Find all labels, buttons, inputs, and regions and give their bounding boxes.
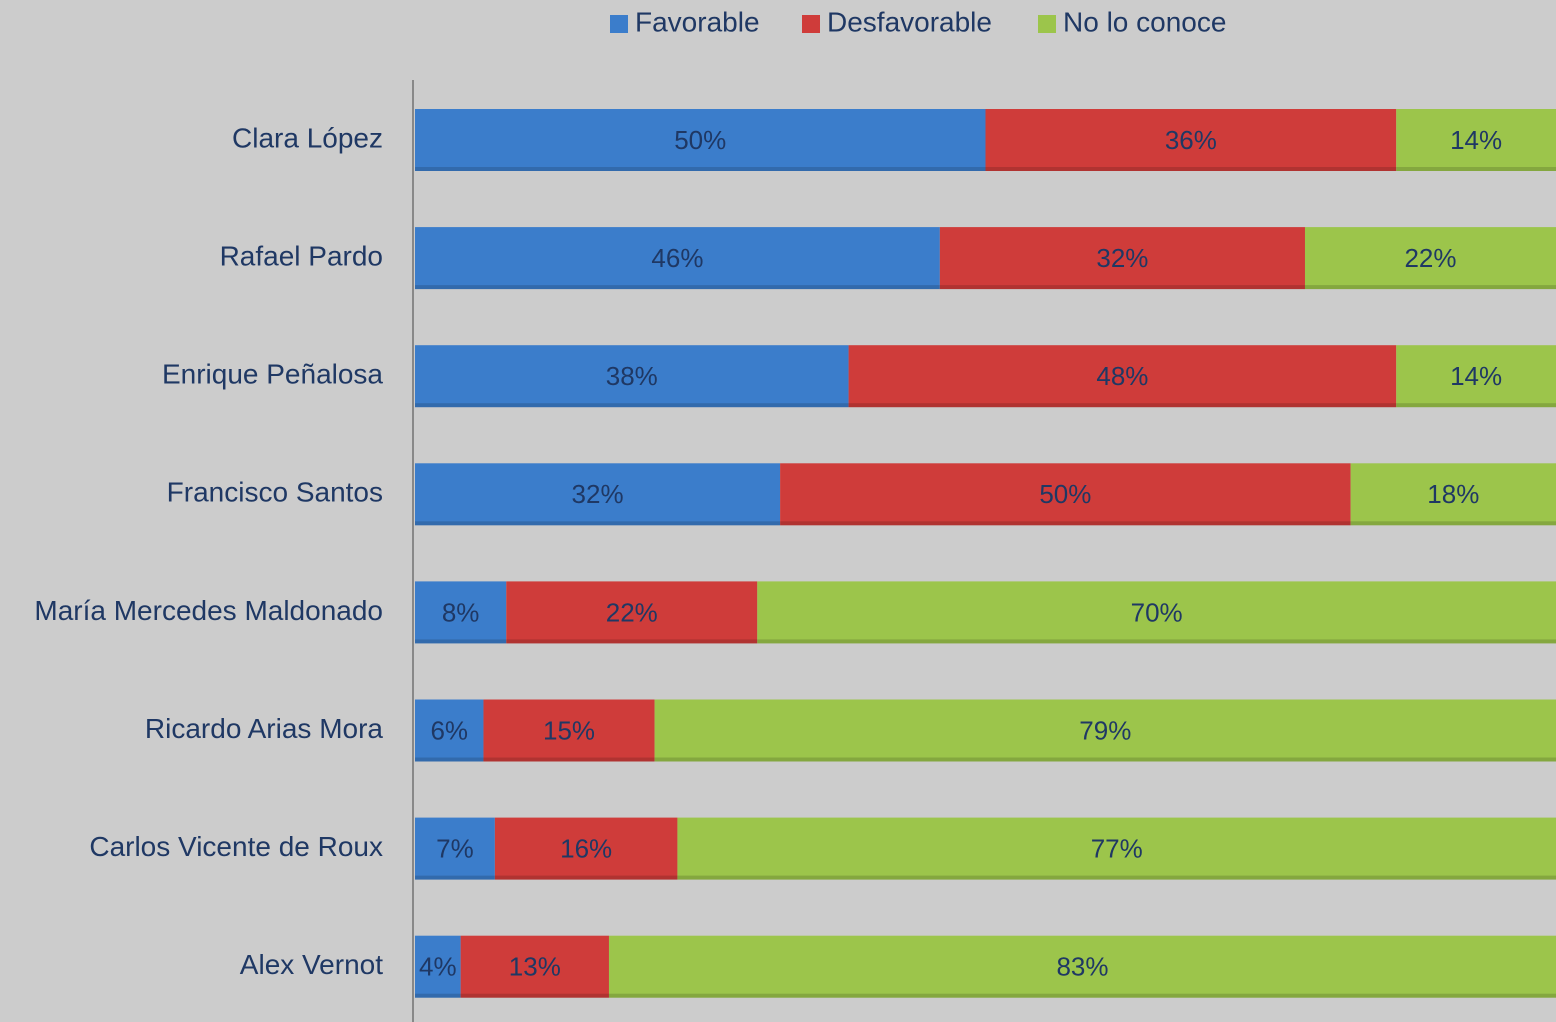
value-label: 83%: [1056, 952, 1108, 982]
bar-shadow: [654, 757, 1556, 762]
value-label: 14%: [1450, 125, 1502, 155]
value-label: 14%: [1450, 361, 1502, 391]
value-label: 8%: [442, 597, 480, 627]
bar-segment: [415, 817, 495, 880]
legend-swatch: [1038, 15, 1056, 33]
bar-shadow: [608, 993, 1556, 998]
category-label: Clara López: [232, 122, 383, 153]
bar-shadow: [677, 875, 1556, 880]
bar-segment: [415, 463, 781, 526]
bar-segment: [757, 581, 1556, 644]
bar-shadow: [415, 993, 461, 998]
bar-segment: [415, 227, 940, 290]
bar-segment: [677, 817, 1556, 880]
category-label: Francisco Santos: [167, 477, 383, 508]
category-label: Alex Vernot: [240, 949, 383, 980]
value-label: 22%: [1404, 243, 1456, 273]
bar-shadow: [780, 521, 1351, 526]
bar-shadow: [415, 403, 849, 408]
bar-segment: [415, 581, 507, 644]
bar-shadow: [415, 757, 484, 762]
bar-shadow: [939, 285, 1305, 290]
value-label: 32%: [1096, 243, 1148, 273]
category-label: María Mercedes Maldonado: [34, 595, 383, 626]
value-label: 6%: [430, 715, 468, 745]
category-label: Carlos Vicente de Roux: [89, 831, 383, 862]
bar-segment: [985, 109, 1397, 171]
bar-shadow: [506, 639, 758, 644]
value-label: 7%: [436, 833, 474, 863]
bar-segment: [506, 581, 758, 644]
bar-shadow: [415, 285, 940, 290]
legend-swatch: [802, 15, 820, 33]
bar-segment: [780, 463, 1351, 526]
value-label: 48%: [1096, 361, 1148, 391]
value-label: 50%: [1039, 479, 1091, 509]
bar-shadow: [1396, 167, 1556, 171]
bar-segment: [415, 345, 849, 408]
value-label: 32%: [572, 479, 624, 509]
bar-segment: [415, 935, 461, 998]
bar-shadow: [1396, 403, 1556, 408]
bar-shadow: [1350, 521, 1556, 526]
bar-segment: [483, 699, 655, 762]
value-label: 46%: [651, 243, 703, 273]
value-label: 50%: [674, 125, 726, 155]
bar-segment: [415, 109, 986, 171]
bar-shadow: [415, 639, 507, 644]
value-label: 77%: [1091, 833, 1143, 863]
bar-shadow: [848, 403, 1397, 408]
bar-shadow: [415, 521, 781, 526]
bar-segment: [1396, 345, 1556, 408]
value-label: 38%: [606, 361, 658, 391]
bar-shadow: [415, 875, 495, 880]
bar-shadow: [460, 993, 609, 998]
legend-label: No lo conoce: [1063, 6, 1226, 37]
value-label: 36%: [1165, 125, 1217, 155]
bar-segment: [939, 227, 1305, 290]
bar-shadow: [415, 167, 986, 171]
value-label: 79%: [1079, 715, 1131, 745]
bar-shadow: [1304, 285, 1556, 290]
category-label: Enrique Peñalosa: [162, 359, 383, 390]
bar-shadow: [483, 757, 655, 762]
value-label: 4%: [419, 952, 457, 982]
bar-shadow: [985, 167, 1397, 171]
bar-segment: [494, 817, 678, 880]
bar-shadow: [494, 875, 678, 880]
bar-segment: [608, 935, 1556, 998]
bar-segment: [1396, 109, 1556, 171]
category-label: Rafael Pardo: [220, 240, 383, 271]
bar-segment: [654, 699, 1556, 762]
legend-swatch: [610, 15, 628, 33]
legend-label: Desfavorable: [827, 6, 992, 37]
bar-segment: [1304, 227, 1556, 290]
value-label: 15%: [543, 715, 595, 745]
legend-label: Favorable: [635, 6, 760, 37]
value-label: 13%: [509, 952, 561, 982]
category-label: Ricardo Arias Mora: [145, 713, 384, 744]
value-label: 70%: [1131, 597, 1183, 627]
bar-segment: [415, 699, 484, 762]
value-label: 22%: [606, 597, 658, 627]
value-label: 18%: [1427, 479, 1479, 509]
bar-segment: [460, 935, 609, 998]
value-label: 16%: [560, 833, 612, 863]
bar-segment: [1350, 463, 1556, 526]
bar-segment: [848, 345, 1397, 408]
bar-shadow: [757, 639, 1556, 644]
